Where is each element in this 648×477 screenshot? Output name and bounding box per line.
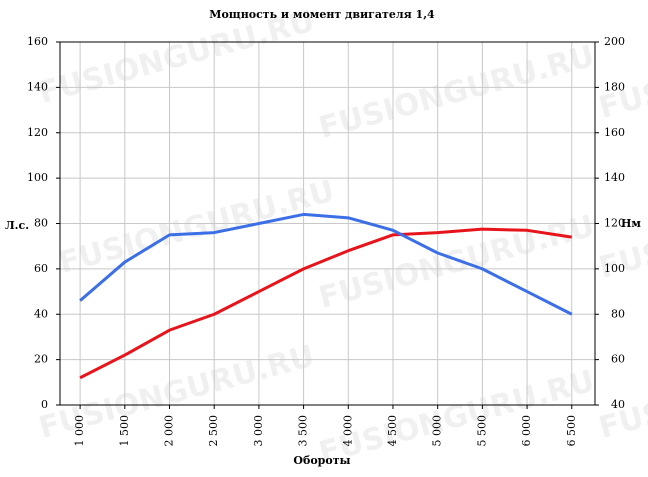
- y-tick-label: 80: [34, 217, 48, 230]
- x-tick-label: 1 500: [118, 415, 131, 447]
- x-tick-label: 2 000: [163, 415, 176, 447]
- watermark: FUSIONGURU.RU: [315, 209, 598, 316]
- watermark: FUSIONGURU.RU: [315, 39, 598, 146]
- x-tick-label: 6 500: [565, 415, 578, 447]
- x-tick-label: 4 500: [386, 415, 399, 447]
- line-series: [79, 227, 572, 380]
- y-tick-label: 160: [27, 35, 48, 48]
- watermark: FUSIONGURU.RU: [55, 174, 338, 281]
- y2-tick-label: 40: [611, 398, 625, 411]
- x-tick-label: 3 500: [297, 415, 310, 447]
- watermark: FUSIONGURU.RU: [315, 364, 598, 471]
- y-tick-label: 120: [27, 126, 48, 139]
- y2-tick-label: 80: [611, 307, 625, 320]
- y2-tick-label: 200: [604, 35, 625, 48]
- y2-tick-label: 160: [604, 126, 625, 139]
- x-tick-label: 5 500: [475, 415, 488, 447]
- y2-axis-label: Нм: [621, 217, 641, 230]
- plot-frame: [59, 41, 596, 406]
- x-tick-label: 5 000: [431, 415, 444, 447]
- y-tick-label: 100: [27, 171, 48, 184]
- x-axis-label: Обороты: [293, 454, 350, 467]
- y-tick-label: 0: [41, 398, 48, 411]
- y-tick-label: 20: [34, 353, 48, 366]
- y-tick-label: 140: [27, 80, 48, 93]
- y-axis-label: Л.с.: [5, 219, 29, 232]
- y2-tick-label: 180: [604, 80, 625, 93]
- y2-tick-label: 140: [604, 171, 625, 184]
- x-tick-label: 3 000: [252, 415, 265, 447]
- watermark: FUSIONGURU.RU: [35, 4, 318, 111]
- x-tick-label: 1 000: [73, 415, 86, 447]
- y2-tick-label: 100: [604, 262, 625, 275]
- y2-tick-label: 60: [611, 353, 625, 366]
- y-tick-label: 60: [34, 262, 48, 275]
- x-tick-label: 6 000: [520, 415, 533, 447]
- x-tick-label: 2 500: [207, 415, 220, 447]
- y-tick-label: 40: [34, 307, 48, 320]
- line-series: [79, 212, 573, 316]
- chart-title: Мощность и момент двигателя 1,4: [209, 8, 435, 21]
- y2-tick-label: 120: [604, 217, 625, 230]
- x-tick-label: 4 000: [341, 415, 354, 447]
